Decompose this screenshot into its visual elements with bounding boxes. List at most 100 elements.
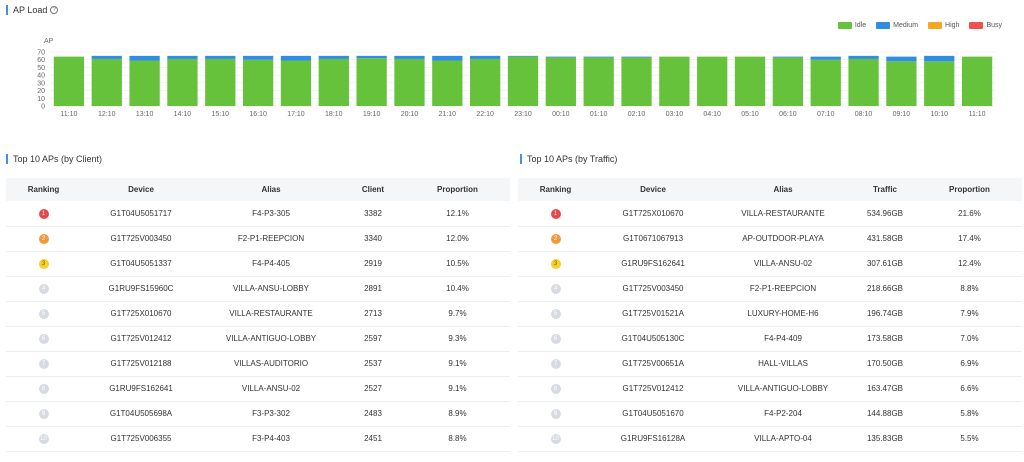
device-cell: G1T725V012412: [593, 376, 713, 402]
table-row[interactable]: 1 G1T04U5051717 F4-P3-305 3382 12.1%: [6, 201, 510, 227]
x-tick-label: 22:10: [476, 111, 494, 118]
bar-segment-idle: [205, 58, 236, 106]
table-row[interactable]: 9 G1T04U505698A F3-P3-302 2483 8.9%: [6, 401, 510, 427]
y-tick-label: 40: [37, 73, 45, 80]
x-tick-label: 01:10: [590, 111, 608, 118]
rank-cell: 7: [6, 351, 81, 377]
proportion-cell: 9.3%: [405, 326, 510, 352]
bar-segment-idle: [621, 57, 652, 106]
top-client-title: Top 10 APs (by Client): [6, 154, 102, 164]
rank-cell: 4: [6, 276, 81, 302]
bar-segment-medium: [810, 56, 841, 60]
table-row[interactable]: 3 G1RU9FS162641 VILLA-ANSU-02 307.61GB 12.4%: [518, 251, 1022, 277]
table-row[interactable]: 4 G1RU9FS15960C VILLA-ANSU-LOBBY 2891 10.4%: [6, 276, 510, 302]
x-tick-label: 18:10: [325, 111, 343, 118]
bar-segment-medium: [583, 56, 614, 58]
bar-segment-idle: [318, 58, 349, 106]
alias-cell: F2-P1-REEPCION: [713, 276, 853, 302]
y-tick-label: 20: [37, 88, 45, 95]
table-row[interactable]: 7 G1T725V00651A HALL-VILLAS 170.50GB 6.9%: [518, 351, 1022, 377]
rank-cell: 5: [518, 301, 593, 327]
table-row[interactable]: 8 G1RU9FS162641 VILLA-ANSU-02 2527 9.1%: [6, 376, 510, 402]
legend-label-idle: Idle: [854, 22, 867, 29]
legend-item-busy[interactable]: Busy: [969, 22, 1002, 29]
device-cell: G1T04U505698A: [81, 401, 201, 427]
device-cell: G1RU9FS162641: [81, 376, 201, 402]
legend-item-high[interactable]: High: [928, 22, 959, 29]
device-cell: G1RU9FS16128A: [593, 426, 713, 452]
table-row[interactable]: 10 G1RU9FS16128A VILLA-APTO-04 135.83GB 5.5%: [518, 426, 1022, 452]
bar-segment-idle: [167, 58, 198, 106]
table-row[interactable]: 5 G1T725X010670 VILLA-RESTAURANTE 2713 9.7%: [6, 301, 510, 327]
alias-cell: VILLA-APTO-04: [713, 426, 853, 452]
rank-cell: 1: [518, 201, 593, 227]
rank-cell: 3: [6, 251, 81, 277]
rank-cell: 10: [518, 426, 593, 452]
rank-cell: 8: [6, 376, 81, 402]
value-cell: 2483: [341, 401, 405, 427]
question-circle-icon[interactable]: ?: [50, 6, 59, 14]
bar-segment-medium: [167, 55, 198, 59]
rank-cell: 7: [518, 351, 593, 377]
table-row[interactable]: 2 G1T725V003450 F2-P1-REEPCION 3340 12.0%: [6, 226, 510, 252]
bar-segment-idle: [848, 58, 879, 106]
alias-cell: F4-P4-409: [713, 326, 853, 352]
rank-cell: 5: [6, 301, 81, 327]
top-traffic-table: Ranking Device Alias Traffic Proportion …: [518, 178, 1022, 452]
proportion-cell: 12.4%: [917, 251, 1022, 277]
bar-segment-medium: [356, 55, 387, 59]
rank-cell: 6: [518, 326, 593, 352]
value-cell: 2713: [341, 301, 405, 327]
proportion-cell: 6.6%: [917, 376, 1022, 402]
proportion-cell: 21.6%: [917, 201, 1022, 227]
device-cell: G1T725X010670: [81, 301, 201, 327]
top-traffic-title-text: Top 10 APs (by Traffic): [527, 154, 618, 164]
bar-segment-medium: [394, 55, 425, 59]
proportion-cell: 5.5%: [917, 426, 1022, 452]
bar-segment-idle: [356, 58, 387, 106]
legend-swatch-high: [928, 22, 943, 29]
table-row[interactable]: 6 G1T04U505130C F4-P4-409 173.58GB 7.0%: [518, 326, 1022, 352]
device-cell: G1T04U5051670: [593, 401, 713, 427]
table-row[interactable]: 2 G1T0671067913 AP-OUTDOOR-PLAYA 431.58GB 17…: [518, 226, 1022, 252]
proportion-cell: 7.0%: [917, 326, 1022, 352]
y-tick-label: 10: [37, 96, 45, 103]
table-row[interactable]: 5 G1T725V01521A LUXURY-HOME-H6 196.74GB 7.9%: [518, 301, 1022, 327]
bar-segment-idle: [545, 57, 576, 106]
header-proportion: Proportion: [405, 178, 510, 201]
value-cell: 218.66GB: [853, 276, 917, 302]
bar-segment-idle: [772, 57, 804, 106]
x-tick-label: 15:10: [212, 111, 230, 118]
table-row[interactable]: 8 G1T725V012412 VILLA-ANTIGUO-LOBBY 163.47G…: [518, 376, 1022, 402]
table-row[interactable]: 4 G1T725V003450 F2-P1-REEPCION 218.66GB 8.8%: [518, 276, 1022, 302]
table-row[interactable]: 1 G1T725X010670 VILLA-RESTAURANTE 534.96GB 2…: [518, 201, 1022, 227]
table-row[interactable]: 6 G1T725V012412 VILLA-ANTIGUO-LOBBY 2597 9.3…: [6, 326, 510, 352]
legend-item-idle[interactable]: Idle: [837, 22, 867, 29]
bar-segment-idle: [432, 60, 463, 106]
legend-item-medium[interactable]: Medium: [876, 22, 918, 29]
value-cell: 2891: [341, 276, 405, 302]
top-traffic-title: Top 10 APs (by Traffic): [520, 154, 617, 164]
rank-cell: 3: [518, 251, 593, 277]
device-cell: G1T725V012188: [81, 351, 201, 377]
device-cell: G1T0671067913: [593, 226, 713, 252]
table-row[interactable]: 7 G1T725V012188 VILLAS-AUDITORIO 2537 9.1%: [6, 351, 510, 377]
rank-cell: 10: [6, 426, 81, 452]
table-row[interactable]: 9 G1T04U5051670 F4-P2-204 144.88GB 5.8%: [518, 401, 1022, 427]
device-cell: G1T04U505130C: [593, 326, 713, 352]
proportion-cell: 9.1%: [405, 376, 510, 402]
table-row[interactable]: 10 G1T725V006355 F3-P4-403 2451 8.8%: [6, 426, 510, 452]
x-tick-label: 05:10: [741, 111, 759, 118]
bar-segment-idle: [242, 59, 274, 106]
header-proportion: Proportion: [917, 178, 1022, 201]
value-cell: 135.83GB: [853, 426, 917, 452]
x-tick-label: 10:10: [930, 111, 948, 118]
header-ranking: Ranking: [518, 178, 593, 201]
proportion-cell: 8.8%: [405, 426, 510, 452]
table-row[interactable]: 3 G1T04U5051337 F4-P4-405 2919 10.5%: [6, 251, 510, 277]
alias-cell: AP-OUTDOOR-PLAYA: [713, 226, 853, 252]
header-ranking: Ranking: [6, 178, 81, 201]
alias-cell: VILLA-ANTIGUO-LOBBY: [201, 326, 341, 352]
device-cell: G1T725V006355: [81, 426, 201, 452]
alias-cell: F4-P2-204: [713, 401, 853, 427]
